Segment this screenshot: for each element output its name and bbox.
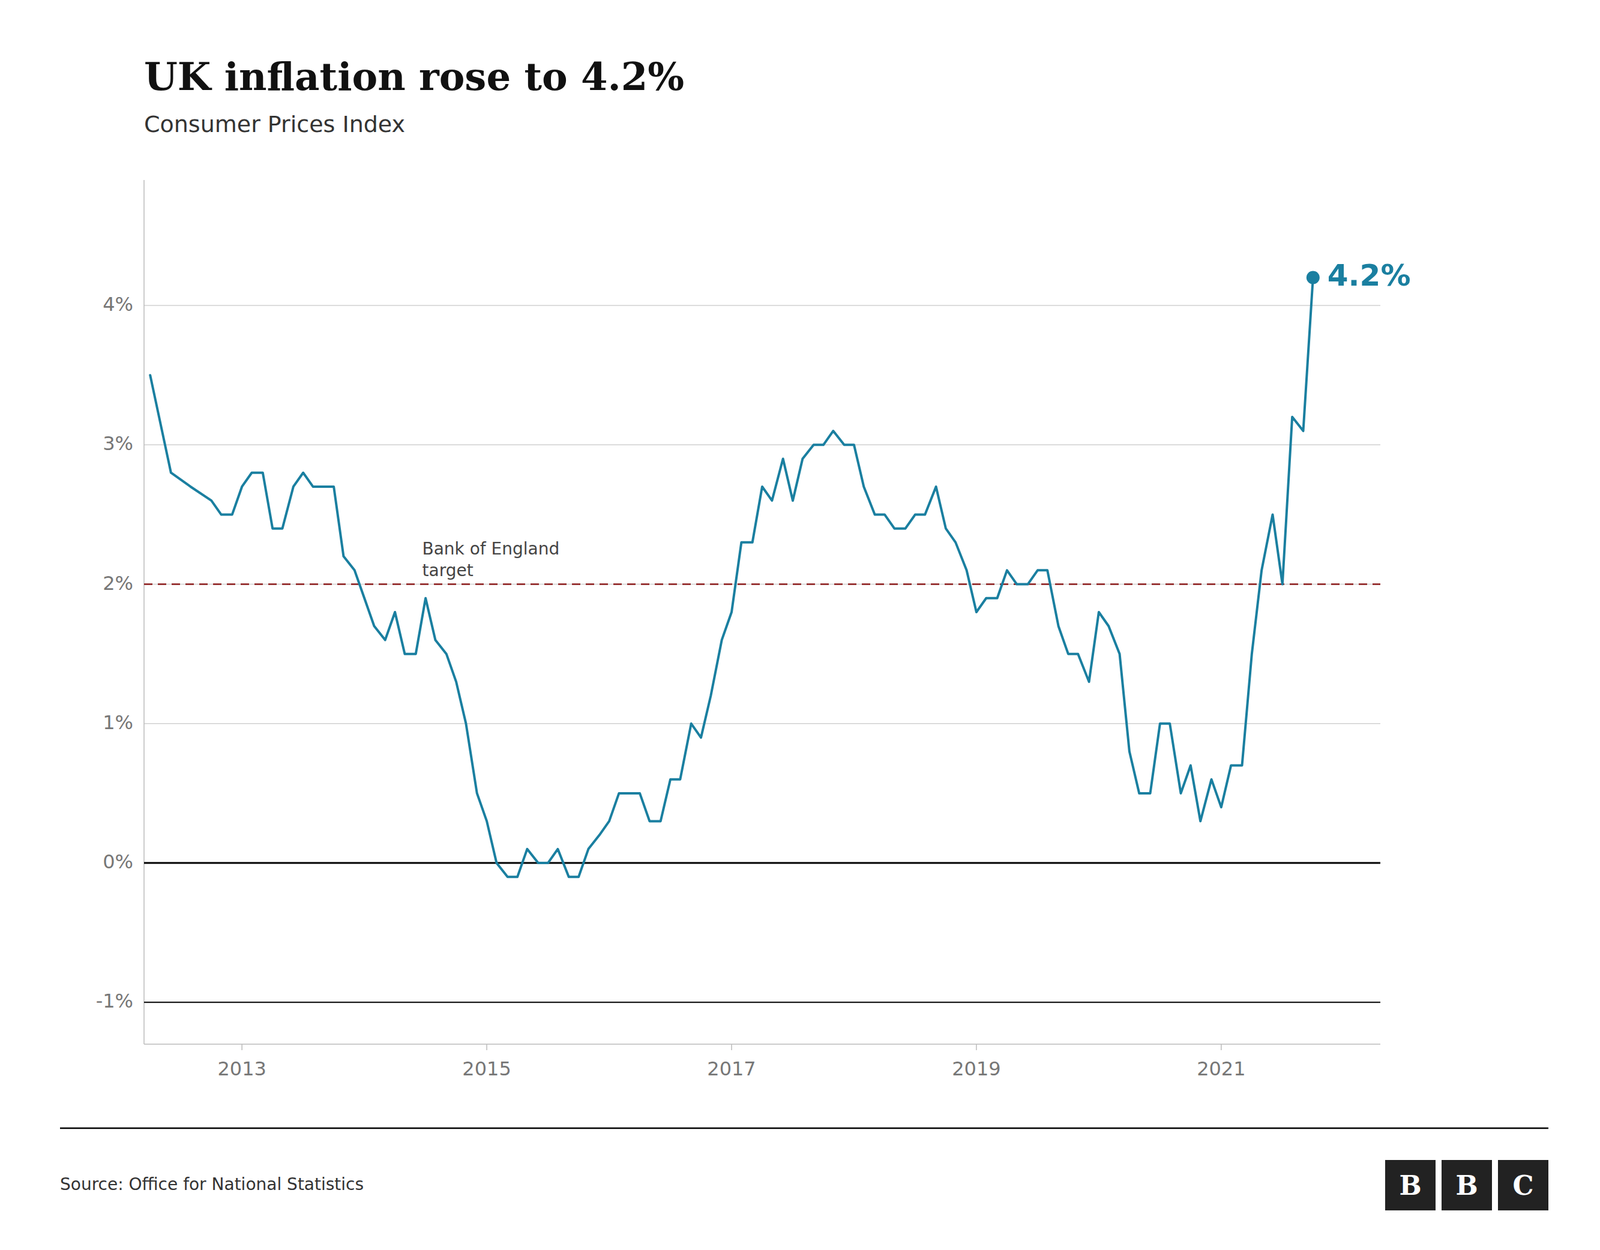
y-tick-label: -1%: [96, 989, 134, 1013]
x-axis-line: [144, 1043, 1381, 1045]
end-dot: [1306, 271, 1320, 285]
y-tick-label: 0%: [102, 850, 134, 874]
target-label-line: Bank of England: [422, 538, 560, 559]
grid-line: [144, 304, 1381, 307]
title: UK inflation rose to 4.2%: [144, 54, 685, 100]
annotation: 4.2%: [1327, 258, 1411, 293]
y-tick-label: 4%: [102, 292, 134, 316]
logo-letter: C: [1512, 1170, 1534, 1201]
grid-line: [144, 444, 1381, 446]
logo-letter: B: [1398, 1170, 1422, 1201]
x-tick-label: 2021: [1196, 1057, 1246, 1081]
chart: UK inflation rose to 4.2% Consumer Prices…: [0, 0, 1600, 1250]
plot-area: [144, 277, 1381, 1003]
x-tick: [486, 1044, 488, 1051]
subtitle: Consumer Prices Index: [144, 111, 406, 138]
x-tick: [730, 1044, 733, 1051]
grid: [144, 305, 1381, 1003]
y-tick-label: 2%: [102, 571, 134, 595]
background: [0, 0, 1600, 1250]
reference-line: [144, 1001, 1381, 1003]
grid-line: [144, 583, 1381, 586]
target-line: [144, 583, 1381, 586]
logo-square: [1441, 1160, 1492, 1211]
y-axis-line: [143, 180, 145, 1045]
x-tick: [975, 1044, 978, 1051]
source: Source: Office for National Statistics: [60, 1174, 364, 1195]
target-label-line: target: [422, 560, 474, 581]
x-tick-label: 2015: [462, 1057, 511, 1081]
grid-line: [144, 723, 1381, 725]
reference-line: [144, 862, 1381, 865]
y-tick-label: 1%: [102, 711, 134, 734]
x-tick: [1220, 1044, 1222, 1051]
target-label: Bank of Englandtarget: [422, 538, 560, 581]
y-tick-label: 3%: [102, 432, 134, 455]
x-tick-label: 2013: [217, 1057, 266, 1081]
x-tick-label: 2017: [706, 1057, 756, 1081]
logo-square: [1385, 1160, 1436, 1211]
x-tick-label: 2019: [951, 1057, 1001, 1081]
grid-line: [144, 1002, 1381, 1004]
logo-square: [1497, 1160, 1549, 1211]
x-tick: [241, 1044, 243, 1051]
grid-line: [144, 862, 1381, 864]
logo-letter: B: [1455, 1170, 1478, 1201]
line: [150, 277, 1314, 878]
divider: [60, 1127, 1549, 1130]
